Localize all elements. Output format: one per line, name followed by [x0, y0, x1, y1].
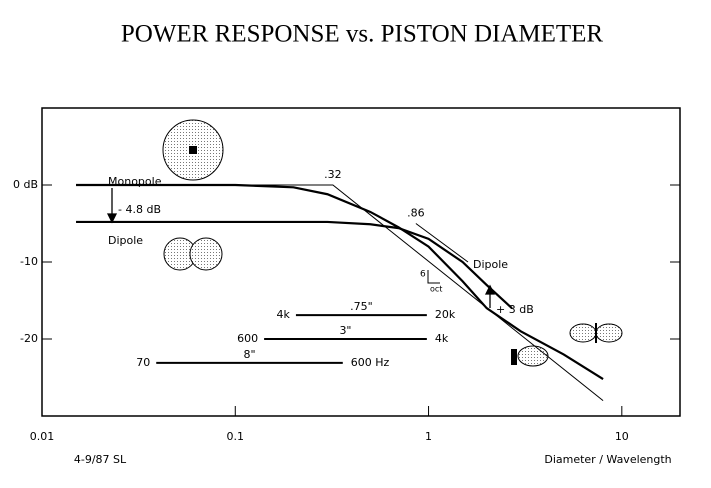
piston-icon [511, 345, 549, 367]
chart-title: POWER RESPONSE vs. PISTON DIAMETER [121, 21, 604, 48]
annotation: - 4.8 dB [118, 203, 161, 216]
monopole-icon [162, 119, 224, 181]
series-label: Dipole [108, 234, 143, 247]
annotation: 6 [420, 270, 426, 280]
asymptote [76, 184, 604, 401]
annotation: oct [430, 285, 442, 294]
range-label: 3" [339, 324, 351, 337]
plot-frame [41, 107, 681, 417]
x-tick-label: 0.01 [30, 430, 55, 443]
y-tick-label: -20 [20, 332, 38, 345]
footnote: 4-9/87 SL [74, 453, 127, 466]
range-to: 20k [435, 308, 456, 321]
slope-marker [427, 270, 440, 284]
arrow [106, 188, 118, 224]
series-line [76, 220, 513, 310]
y-tick-label: 0 dB [13, 178, 38, 191]
dipole-icon [163, 237, 223, 271]
asymptote [415, 223, 469, 263]
x-tick-label: 1 [425, 430, 432, 443]
dipole-lobe-icon [569, 323, 623, 343]
range-to: 4k [435, 332, 449, 345]
asymptote-label: .32 [324, 168, 342, 181]
range-label: .75" [350, 300, 373, 313]
x-axis-label: Diameter / Wavelength [544, 453, 671, 466]
range-from: 600 [237, 332, 258, 345]
range-to: 600 Hz [351, 356, 390, 369]
range-label: 8" [243, 348, 255, 361]
x-tick-label: 10 [615, 430, 629, 443]
range-from: 4k [277, 308, 291, 321]
annotation: + 3 dB [496, 303, 534, 316]
asymptote-label: .86 [407, 207, 425, 220]
y-tick-label: -10 [20, 255, 38, 268]
range-from: 70 [136, 356, 150, 369]
series-line [76, 183, 604, 380]
series-label: Dipole [473, 258, 508, 271]
x-tick-label: 0.1 [227, 430, 245, 443]
